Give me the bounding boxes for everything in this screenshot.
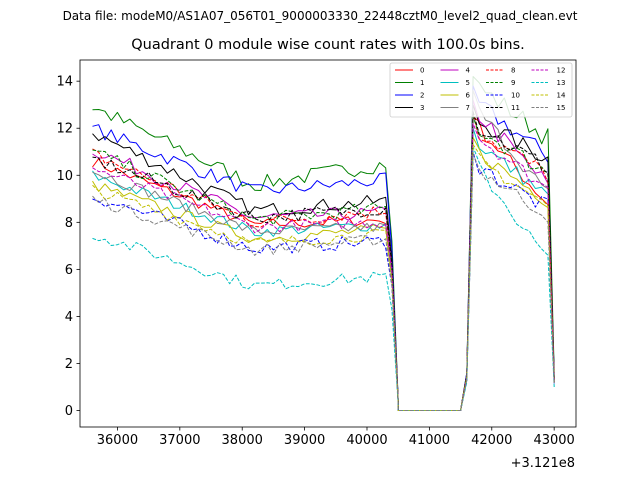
series-line-15	[92, 153, 555, 411]
x-tick-label: 42000	[471, 433, 512, 448]
series-line-6	[92, 137, 555, 411]
legend-label-11: 11	[511, 104, 520, 112]
legend-label-14: 14	[557, 92, 566, 100]
series-line-12	[92, 123, 555, 411]
y-tick-label: 2	[65, 357, 73, 372]
legend-label-9: 9	[511, 79, 515, 87]
y-tick-label: 6	[65, 263, 73, 278]
legend-label-2: 2	[420, 92, 424, 100]
series-line-5	[92, 127, 555, 411]
legend-label-1: 1	[420, 79, 424, 87]
figure-suptitle: Data file: modeM0/AS1A07_056T01_90000033…	[63, 9, 578, 23]
series-line-14	[92, 144, 555, 411]
y-tick-label: 14	[56, 75, 73, 90]
x-tick-label: 39000	[284, 433, 325, 448]
legend-label-8: 8	[511, 67, 515, 75]
chart-title: Quadrant 0 module wise count rates with …	[131, 37, 525, 53]
x-tick-label: 38000	[222, 433, 263, 448]
plot-lines	[92, 76, 555, 411]
series-line-13	[92, 146, 555, 411]
x-tick-label: 36000	[97, 433, 138, 448]
axes-frame	[79, 59, 577, 428]
legend-box	[389, 62, 573, 118]
legend-label-7: 7	[466, 104, 470, 112]
legend-label-4: 4	[466, 67, 471, 75]
legend-label-0: 0	[420, 67, 424, 75]
x-tick-label: 37000	[159, 433, 200, 448]
legend-label-6: 6	[466, 92, 471, 100]
legend-label-13: 13	[557, 79, 566, 87]
axes: 36000 37000 38000 39000 40000 41000 42000 43000…	[56, 59, 577, 448]
legend-label-5: 5	[466, 79, 470, 87]
y-tick-label: 0	[65, 404, 73, 419]
x-offset-label: +3.121e8	[511, 456, 575, 471]
legend-label-3: 3	[420, 104, 424, 112]
y-tick-label: 8	[65, 216, 73, 231]
legend-label-15: 15	[557, 104, 566, 112]
x-tick-label: 41000	[409, 433, 450, 448]
y-tick-label: 4	[65, 310, 73, 325]
series-line-0	[92, 116, 555, 411]
y-tick-label: 10	[56, 169, 73, 184]
legend-label-10: 10	[511, 92, 520, 100]
x-tick-label: 40000	[346, 433, 387, 448]
y-tick-label: 12	[56, 122, 73, 137]
series-line-9	[92, 116, 555, 411]
x-tick-label: 43000	[533, 433, 574, 448]
series-line-10	[92, 151, 555, 411]
series-line-11	[92, 111, 555, 411]
legend-label-12: 12	[557, 67, 566, 75]
